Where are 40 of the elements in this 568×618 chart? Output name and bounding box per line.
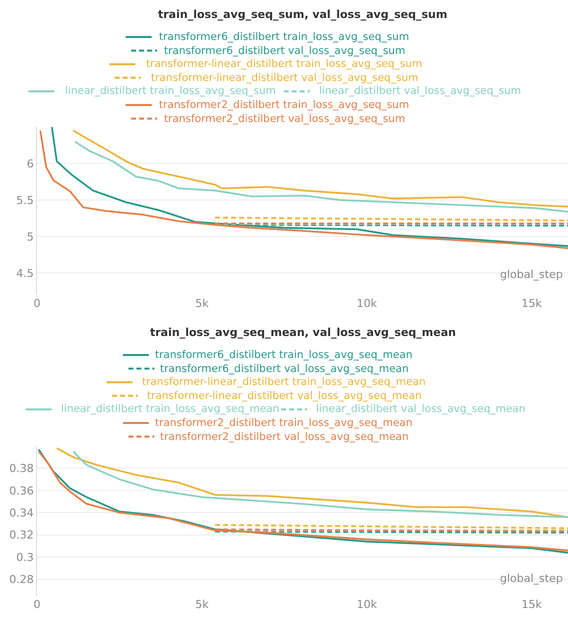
x-tick-label: 10k [356, 297, 378, 310]
chart-title: train_loss_avg_seq_mean, val_loss_avg_seq_mean [150, 326, 456, 339]
legend-label: transformer6_distilbert val_loss_avg_seq_mean [160, 363, 409, 375]
legend-label: linear_distilbert val_loss_avg_seq_sum [319, 85, 521, 97]
y-tick-label: 5.5 [16, 194, 34, 207]
legend-label: transformer-linear_distilbert val_loss_avg_seq_mean [147, 390, 422, 402]
x-tick-label: 10k [356, 598, 378, 611]
y-tick-label: 0.38 [9, 462, 34, 476]
y-tick-label: 0.36 [9, 484, 34, 498]
legend-label: transformer6_distilbert val_loss_avg_seq_sum [164, 45, 406, 57]
legend-label: transformer2_distilbert train_loss_avg_seq_sum [159, 99, 410, 111]
x-tick-label: 15k [522, 297, 543, 310]
x-tick-label: 0 [34, 297, 40, 310]
legend-label: linear_distilbert train_loss_avg_seq_sum [65, 85, 276, 97]
y-tick-label: 0.3 [16, 550, 34, 564]
legend-label: transformer-linear_distilbert val_loss_avg_seq_sum [151, 72, 418, 84]
y-tick-label: 0.28 [9, 573, 34, 586]
y-tick-label: 6 [26, 157, 34, 170]
y-tick-label: 0.34 [9, 506, 34, 520]
legend-label: linear_distilbert val_loss_avg_seq_mean [316, 403, 526, 415]
x-tick-label: 5k [195, 598, 210, 611]
x-axis-title: global_step [500, 268, 563, 281]
line-series [72, 130, 568, 208]
legend-label: linear_distilbert train_loss_avg_seq_mean [61, 403, 280, 415]
chart-title: train_loss_avg_seq_sum, val_loss_avg_seq_sum [158, 8, 448, 21]
x-tick-label: 15k [522, 598, 543, 611]
legend-label: transformer2_distilbert train_loss_avg_seq_mean [155, 417, 412, 429]
legend-label: transformer2_distilbert val_loss_avg_seq_mean [160, 431, 409, 443]
x-tick-label: 0 [34, 598, 40, 611]
y-tick-label: 0.32 [9, 528, 34, 542]
line-series [74, 140, 568, 213]
legend-label: transformer6_distilbert train_loss_avg_seq_sum [159, 31, 410, 43]
legend-label: transformer-linear_distilbert train_loss_avg_seq_sum [146, 58, 422, 70]
legend-label: transformer-linear_distilbert train_loss_avg_seq_mean [142, 376, 426, 388]
x-axis-title: global_step [500, 572, 563, 585]
legend-label: transformer6_distilbert train_loss_avg_seq_mean [155, 349, 412, 361]
legend-label: transformer2_distilbert val_loss_avg_seq_sum [164, 113, 406, 125]
x-tick-label: 5k [195, 297, 210, 310]
y-tick-label: 5 [26, 230, 34, 244]
y-tick-label: 4.5 [16, 266, 34, 280]
